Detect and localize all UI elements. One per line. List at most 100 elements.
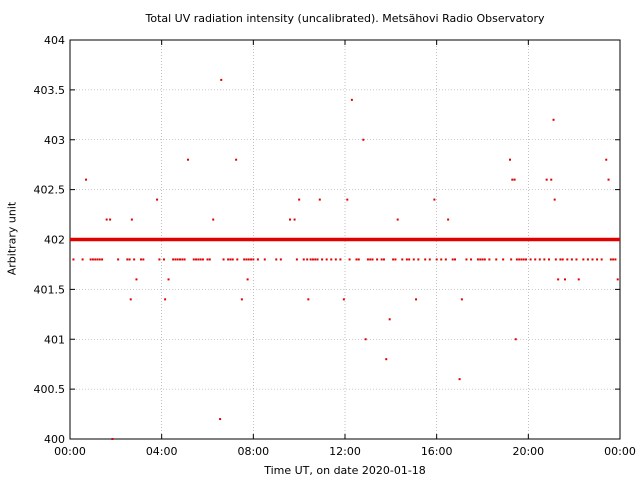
data-point <box>325 258 328 261</box>
data-point <box>183 258 186 261</box>
data-point <box>405 258 408 261</box>
data-point <box>458 378 461 381</box>
y-tick-label: 402 <box>44 234 65 247</box>
data-point <box>392 258 395 261</box>
data-point <box>117 258 120 261</box>
data-point <box>245 258 248 261</box>
data-point <box>401 258 404 261</box>
data-point <box>415 298 418 301</box>
data-point <box>511 178 514 181</box>
data-point <box>307 298 310 301</box>
data-point <box>275 258 278 261</box>
data-point <box>199 258 202 261</box>
data-point <box>564 278 566 281</box>
data-point <box>350 98 353 101</box>
data-point <box>433 198 436 201</box>
data-point <box>85 178 88 181</box>
data-point <box>346 198 349 201</box>
data-point <box>520 258 523 261</box>
data-point <box>246 278 249 281</box>
data-point <box>318 198 321 201</box>
data-point <box>334 258 337 261</box>
data-point <box>240 298 243 301</box>
data-point <box>465 258 468 261</box>
data-point <box>342 298 345 301</box>
data-point <box>96 258 99 261</box>
data-point <box>212 218 215 221</box>
data-point <box>612 258 615 261</box>
data-point <box>380 258 383 261</box>
data-point <box>197 258 200 261</box>
data-point <box>559 258 562 261</box>
data-point <box>247 258 250 261</box>
data-point <box>554 258 557 261</box>
chart-title: Total UV radiation intensity (uncalibrat… <box>145 12 545 25</box>
x-tick-label: 12:00 <box>329 445 361 458</box>
y-tick-label: 402.5 <box>34 184 66 197</box>
x-tick-label: 04:00 <box>146 445 178 458</box>
data-point <box>451 258 454 261</box>
data-point <box>582 258 585 261</box>
data-point <box>435 258 438 261</box>
x-tick-label: 00:00 <box>54 445 86 458</box>
data-point <box>295 258 298 261</box>
data-point <box>428 258 431 261</box>
data-point <box>302 258 305 261</box>
data-point <box>101 258 104 261</box>
data-point <box>156 198 159 201</box>
data-point <box>105 218 108 221</box>
data-point <box>355 258 358 261</box>
data-point <box>89 258 92 261</box>
data-point <box>543 258 546 261</box>
data-point <box>476 258 479 261</box>
y-tick-label: 400 <box>44 433 65 446</box>
data-point <box>364 338 367 341</box>
y-tick-label: 403 <box>44 134 65 147</box>
data-point <box>179 258 181 261</box>
data-point <box>545 178 548 181</box>
data-point <box>369 258 372 261</box>
data-point <box>591 258 594 261</box>
data-point <box>339 258 342 261</box>
data-point <box>366 258 369 261</box>
data-point <box>586 258 589 261</box>
data-point <box>518 258 521 261</box>
data-point <box>362 138 365 141</box>
data-point <box>600 258 603 261</box>
data-point <box>447 218 450 221</box>
data-point <box>316 258 319 261</box>
data-point <box>371 258 374 261</box>
data-point <box>553 198 556 201</box>
data-point <box>187 158 190 161</box>
data-point <box>394 258 397 261</box>
data-point <box>424 258 427 261</box>
data-point <box>502 258 505 261</box>
x-tick-label: 16:00 <box>421 445 453 458</box>
data-point <box>111 438 114 440</box>
data-point <box>250 258 253 261</box>
data-point <box>236 258 239 261</box>
data-point <box>605 158 608 161</box>
data-point <box>596 258 599 261</box>
data-point <box>488 258 491 261</box>
data-point <box>195 258 198 261</box>
data-point <box>408 258 411 261</box>
y-tick-label: 403.5 <box>34 84 66 97</box>
data-point <box>614 258 617 261</box>
data-point <box>570 258 573 261</box>
x-tick-label: 00:00 <box>604 445 636 458</box>
data-point <box>396 218 399 221</box>
y-tick-label: 401.5 <box>34 283 66 296</box>
data-point <box>495 258 498 261</box>
data-point <box>229 258 232 261</box>
data-point <box>309 258 312 261</box>
data-point <box>348 258 351 261</box>
data-point <box>314 258 317 261</box>
x-axis-label: Time UT, on date 2020-01-18 <box>264 464 426 477</box>
data-point <box>206 258 209 261</box>
data-point <box>279 258 282 261</box>
data-point <box>534 258 537 261</box>
data-point <box>388 318 391 321</box>
data-point <box>243 258 246 261</box>
